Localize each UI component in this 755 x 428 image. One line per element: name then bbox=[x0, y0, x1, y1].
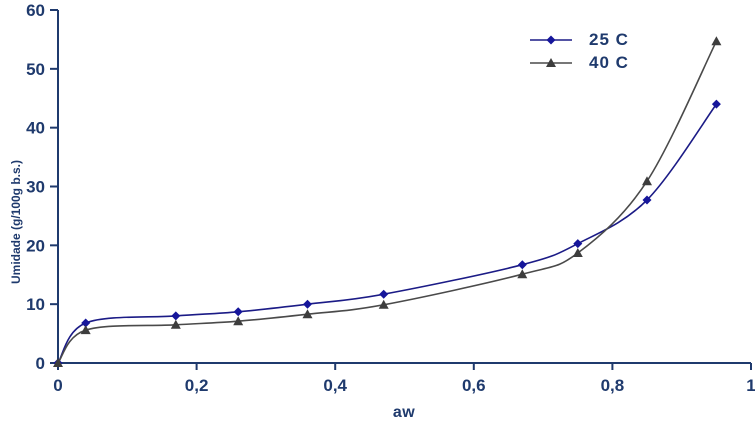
axes-lines bbox=[57, 10, 751, 364]
legend-triangle-marker bbox=[546, 58, 556, 67]
y-tick-label: 60 bbox=[26, 1, 45, 20]
legend-label: 40 C bbox=[589, 53, 629, 72]
data-point-25c bbox=[233, 307, 243, 317]
y-tick-label: 0 bbox=[36, 354, 45, 373]
x-tick-label: 0,2 bbox=[185, 376, 209, 395]
data-point-40c bbox=[642, 176, 652, 186]
data-point-25c bbox=[303, 299, 312, 309]
x-tick-label: 0,4 bbox=[323, 376, 347, 395]
data-point-25c bbox=[517, 260, 527, 270]
legend: 25 C 40 C bbox=[528, 30, 629, 73]
y-axis-title: Umidade (g/100g b.s.) bbox=[9, 159, 23, 285]
data-point-25c bbox=[711, 99, 721, 109]
x-tick-label: 0,6 bbox=[462, 376, 486, 395]
legend-label: 25 C bbox=[589, 30, 629, 49]
legend-key-triangle bbox=[530, 58, 572, 67]
data-point-25c bbox=[379, 289, 389, 299]
y-tick-label: 10 bbox=[26, 295, 45, 314]
series-line-25c bbox=[57, 103, 718, 364]
data-point-40c bbox=[517, 269, 528, 279]
data-point-40c bbox=[170, 319, 181, 329]
x-tick-label: 0 bbox=[53, 376, 62, 395]
data-point-25c bbox=[171, 311, 181, 321]
data-point-40c bbox=[80, 325, 91, 335]
data-point-40c bbox=[233, 316, 244, 326]
data-point-40c bbox=[53, 358, 63, 367]
data-point-25c bbox=[81, 318, 91, 328]
legend-key-diamond bbox=[530, 35, 572, 45]
series-line-40c bbox=[57, 40, 718, 364]
legend-item-40c: 40 C bbox=[528, 53, 629, 73]
x-axis-title: aw bbox=[392, 404, 416, 421]
legend-item-25c: 25 C bbox=[528, 30, 629, 50]
y-tick-label: 50 bbox=[26, 60, 45, 79]
y-tick-label: 30 bbox=[26, 178, 45, 197]
x-tick-label: 0,8 bbox=[601, 376, 625, 395]
legend-diamond-marker bbox=[546, 35, 556, 45]
y-tick-label: 40 bbox=[26, 119, 45, 138]
data-point-40c bbox=[378, 299, 389, 309]
data-point-40c bbox=[711, 36, 722, 46]
data-point-25c bbox=[642, 195, 652, 205]
data-point-40c bbox=[302, 309, 313, 319]
data-point-40c bbox=[572, 248, 583, 257]
y-tick-label: 20 bbox=[26, 236, 45, 255]
x-tick-label: 1 bbox=[746, 376, 755, 395]
data-point-25c bbox=[573, 239, 583, 249]
